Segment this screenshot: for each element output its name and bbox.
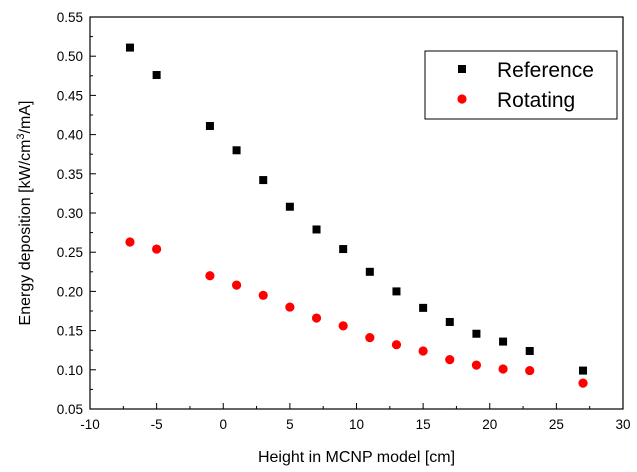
reference-point	[499, 337, 508, 346]
rotating-point	[471, 360, 482, 370]
x-tick-label: 5	[286, 417, 294, 432]
x-tick-label: 15	[416, 417, 431, 432]
reference-point	[392, 287, 401, 296]
rotating-point	[125, 237, 135, 247]
reference-point	[472, 329, 481, 338]
y-tick-label: 0.25	[57, 245, 83, 260]
reference-point	[419, 303, 428, 312]
legend-reference-label: Reference	[497, 59, 594, 82]
reference-point	[259, 176, 268, 185]
rotating-point	[578, 378, 588, 388]
y-tick-label: 0.40	[57, 128, 83, 143]
rotating-point	[391, 340, 402, 350]
y-axis-title-main: Energy deposition [kW/cm	[17, 140, 34, 326]
reference-point	[365, 267, 374, 276]
x-tick-label: 0	[219, 417, 227, 432]
rotating-point	[285, 302, 295, 312]
reference-point	[285, 202, 294, 211]
axis-tick-labels: -10 -5 0 5 10 15 20 25 30 0.05 0.10 0.15 0.20 0.25 0.3…	[57, 10, 631, 432]
x-tick-label: 30	[615, 417, 630, 432]
reference-point	[579, 366, 588, 375]
y-axis-title: Energy deposition [kW/cm3/mA]	[15, 101, 34, 326]
reference-point	[152, 71, 161, 80]
x-tick-label: -10	[80, 417, 100, 432]
rotating-point	[498, 364, 508, 374]
rotating-point	[525, 365, 535, 376]
reference-point	[205, 121, 214, 130]
rotating-point	[445, 355, 455, 365]
y-tick-label: 0.45	[57, 88, 83, 103]
reference-point	[312, 225, 321, 234]
reference-point	[125, 43, 134, 52]
legend-rotating-label: Rotating	[497, 89, 575, 112]
reference-point	[445, 317, 454, 326]
x-tick-label: -5	[151, 417, 163, 432]
x-tick-label: 20	[482, 417, 497, 432]
rotating-point	[338, 321, 348, 331]
reference-point	[339, 245, 348, 254]
y-tick-label: 0.50	[57, 49, 83, 64]
rotating-point	[365, 333, 375, 343]
y-tick-label: 0.20	[57, 284, 83, 299]
y-tick-label: 0.05	[57, 402, 83, 417]
y-axis-title-superscript: 3	[15, 133, 27, 139]
x-tick-label: 25	[549, 417, 564, 432]
y-tick-label: 0.10	[57, 363, 83, 378]
x-axis-title: Height in MCNP model [cm]	[258, 449, 455, 466]
axis-ticks	[89, 16, 624, 410]
legend-box	[424, 50, 618, 120]
rotating-point	[152, 244, 162, 254]
rotating-point	[311, 313, 322, 323]
plot-frame	[89, 16, 624, 410]
y-axis-title-tail: /mA]	[17, 101, 34, 134]
legend: Reference Rotating	[424, 50, 618, 120]
y-tick-label: 0.55	[57, 10, 83, 25]
y-tick-label: 0.15	[57, 324, 83, 339]
x-tick-label: 10	[349, 417, 364, 432]
rotating-point	[418, 346, 428, 356]
legend-reference-marker	[458, 65, 466, 73]
y-tick-label: 0.30	[57, 206, 83, 221]
data-points	[125, 43, 588, 388]
legend-rotating-marker	[457, 94, 467, 104]
rotating-point	[205, 271, 215, 281]
rotating-point	[231, 280, 242, 290]
reference-point	[232, 146, 241, 155]
rotating-point	[258, 290, 268, 300]
y-tick-label: 0.35	[57, 167, 83, 182]
reference-point	[525, 346, 534, 355]
